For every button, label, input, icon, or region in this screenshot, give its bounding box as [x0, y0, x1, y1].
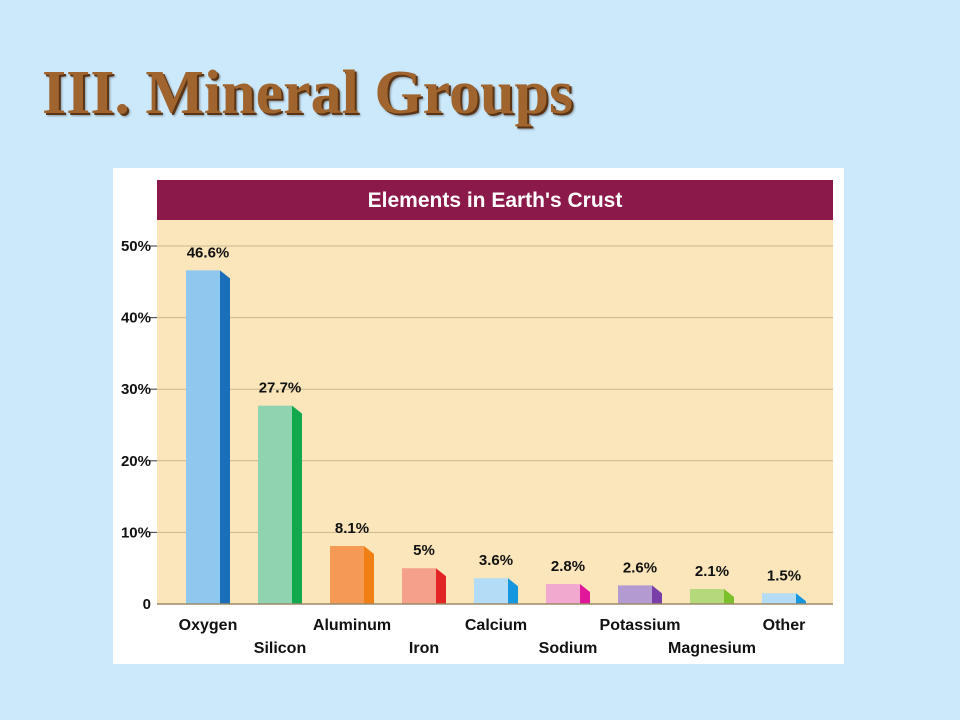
bar-front — [330, 546, 364, 604]
bar-side — [652, 585, 662, 604]
bar-magnesium — [690, 588, 734, 604]
y-tick-label: 50% — [121, 238, 151, 255]
chart-figure: Elements in Earth's Crust 0 10% 20% 30% 40% 5… — [113, 168, 844, 664]
slide-title: III. Mineral Groups — [42, 59, 574, 127]
chart-title: Elements in Earth's Crust — [368, 189, 623, 212]
y-tick-label: 40% — [121, 310, 151, 327]
bar-front — [546, 583, 580, 604]
bar-side — [220, 270, 230, 604]
bar-side — [580, 583, 590, 604]
bar-aluminum — [330, 546, 374, 604]
value-label: 2.8% — [551, 558, 585, 575]
value-label: 3.6% — [479, 552, 513, 569]
value-labels: 46.6% 27.7% 8.1% 5% 3.6% 2.8% 2.6% 2.1% 1.5% — [187, 244, 801, 584]
bar-sodium — [546, 583, 590, 604]
y-tick-label: 10% — [121, 524, 151, 541]
bar-calcium — [474, 578, 518, 604]
category-labels: Oxygen Silicon Aluminum Iron Calcium SodiumPo… — [179, 617, 806, 657]
value-label: 1.5% — [767, 567, 801, 584]
bar-front — [186, 270, 220, 604]
bars — [186, 270, 806, 604]
bar-front — [690, 588, 724, 604]
bar-side — [508, 578, 518, 604]
bar-front — [474, 578, 508, 604]
category-label: Iron — [409, 640, 439, 657]
bar-chart: Elements in Earth's Crust 0 10% 20% 30% 40% 5… — [121, 180, 833, 657]
bar-other — [762, 593, 806, 604]
y-tick-label: 30% — [121, 381, 151, 398]
y-tick-label: 20% — [121, 453, 151, 470]
category-label: Aluminum — [313, 617, 391, 634]
category-label: Sodium — [539, 640, 598, 657]
bar-side — [292, 405, 302, 604]
bar-side — [724, 588, 734, 604]
bar-silicon — [258, 405, 302, 604]
bar-potassium — [618, 585, 662, 604]
bar-front — [258, 405, 292, 604]
category-label: Oxygen — [179, 617, 238, 634]
value-label: 2.6% — [623, 559, 657, 576]
bar-front — [402, 568, 436, 604]
value-label: 8.1% — [335, 520, 369, 537]
category-label: Other — [763, 617, 806, 634]
bar-iron — [402, 568, 446, 604]
y-tick-label: 0 — [143, 596, 151, 613]
bar-side — [364, 546, 374, 604]
category-label: Potassium — [600, 617, 681, 634]
bar-side — [796, 593, 806, 604]
value-label: 5% — [413, 542, 435, 559]
bar-side — [436, 568, 446, 604]
value-label: 46.6% — [187, 244, 230, 261]
bar-front — [762, 593, 796, 604]
y-axis-ticks: 0 10% 20% 30% 40% 50% — [121, 238, 157, 613]
value-label: 27.7% — [259, 380, 302, 397]
category-label: Magnesium — [668, 640, 756, 657]
bar-front — [618, 585, 652, 604]
chart-title-band — [157, 180, 833, 220]
category-label: Silicon — [254, 640, 306, 657]
bar-oxygen — [186, 270, 230, 604]
category-label: Calcium — [465, 617, 527, 634]
value-label: 2.1% — [695, 563, 729, 580]
